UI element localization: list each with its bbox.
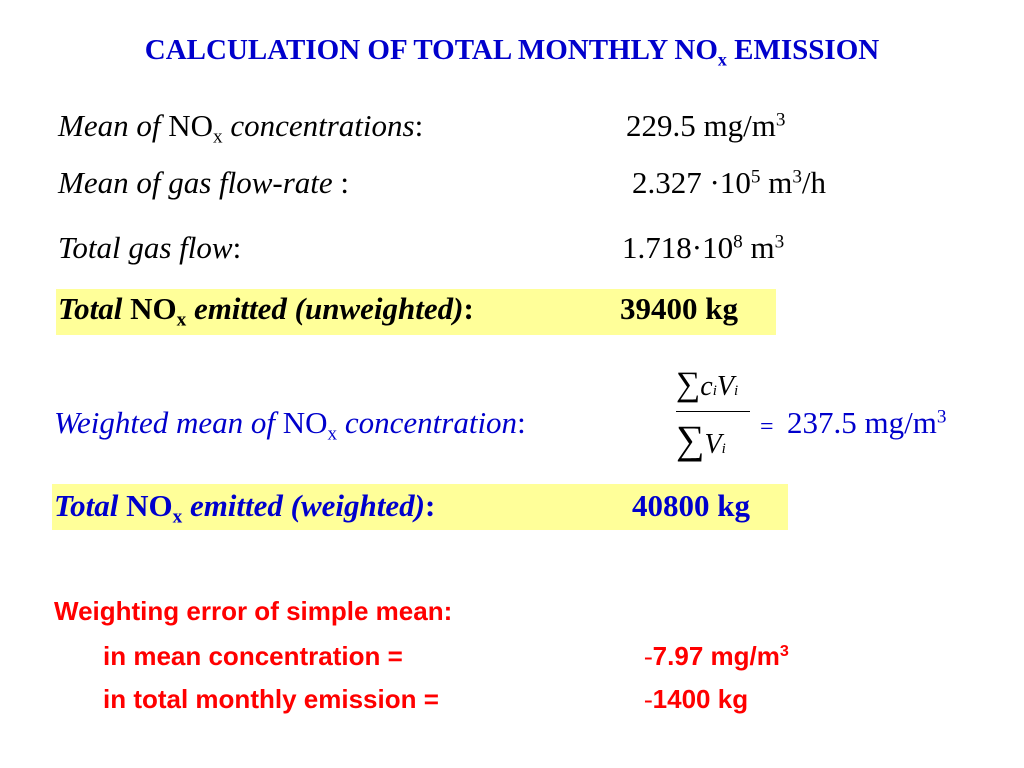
total-weighted-row: Total NOx emitted (weighted): 40800 kg [52, 484, 788, 530]
weighted-mean-label: Weighted mean of NOx concentration: [54, 405, 526, 445]
error-concentration-label: in mean concentration = [103, 641, 403, 671]
page-title: CALCULATION OF TOTAL MONTHLY NOx EMISSIO… [144, 34, 880, 70]
error-concentration-value: -7.97 mg/m3 [644, 641, 789, 671]
total-gas-flow-label: Total gas flow: [58, 230, 242, 265]
mean-flow-rate-label: Mean of gas flow-rate : [58, 165, 350, 200]
total-unweighted-row: Total NOx emitted (unweighted): 39400 kg [56, 289, 776, 335]
mean-concentration-value: 229.5 mg/m3 [626, 108, 786, 143]
mean-concentration-label: Mean of NOx concentrations: [58, 108, 424, 148]
formula-numerator: ∑ciVi [676, 366, 739, 403]
error-emission-value: -1400 kg [644, 684, 749, 714]
weighted-mean-value: 237.5 mg/m3 [787, 405, 947, 440]
formula-equals: = [760, 414, 774, 440]
formula-denominator: ∑Vi [676, 417, 726, 462]
total-gas-flow-value: 1.718·108 m3 [622, 230, 785, 265]
total-weighted-value: 40800 kg [632, 488, 750, 523]
error-heading: Weighting error of simple mean: [54, 596, 453, 626]
mean-flow-rate-value: 2.327 ·105 m3/h [632, 165, 827, 200]
fraction-bar [676, 411, 750, 412]
error-emission-label: in total monthly emission = [103, 684, 439, 714]
total-unweighted-value: 39400 kg [620, 291, 738, 326]
